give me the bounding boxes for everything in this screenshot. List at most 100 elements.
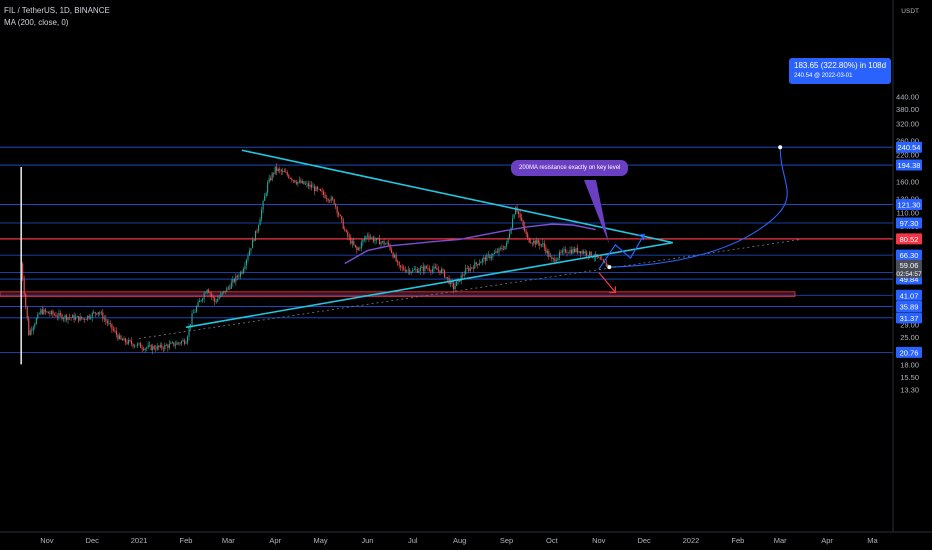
level-price-label: 31.37	[900, 314, 919, 323]
candle-body	[144, 348, 146, 350]
candle-body	[561, 250, 564, 253]
candle-body	[525, 231, 527, 234]
candle-body	[189, 324, 192, 328]
candle-body	[84, 318, 86, 320]
candle-body	[496, 251, 498, 253]
candle-body	[406, 270, 408, 272]
candle-body	[140, 343, 142, 348]
candle-body	[245, 259, 248, 266]
candle-body	[286, 172, 288, 176]
candle-body	[530, 242, 532, 244]
candle-body	[472, 267, 474, 269]
candle-body	[130, 341, 133, 344]
candle-body	[268, 178, 270, 183]
candle-body	[536, 240, 538, 245]
candle-body	[451, 280, 453, 284]
candle-body	[22, 263, 24, 280]
candle-body	[380, 242, 382, 245]
candle-body	[279, 168, 281, 170]
candle-body	[515, 207, 517, 215]
candle-body	[161, 344, 163, 349]
candle-body	[560, 252, 562, 253]
trendlines	[139, 149, 802, 339]
candle-body	[49, 313, 51, 314]
level-price-tag	[896, 249, 922, 261]
candle-body	[460, 275, 462, 282]
candle-body	[253, 239, 255, 241]
annotation-pointer	[584, 180, 609, 244]
candle-body	[212, 296, 214, 298]
candle-body	[490, 256, 492, 259]
candle-body	[238, 276, 240, 278]
candle-body	[554, 258, 556, 262]
candle-body	[220, 293, 222, 298]
candle-body	[394, 255, 396, 258]
candle-body	[28, 318, 30, 336]
horizontal-levels	[0, 146, 893, 353]
candle-body	[392, 252, 394, 258]
candle-body	[215, 301, 217, 303]
price-axis[interactable]: 440.00380.00320.00260.00220.00160.00130.…	[892, 0, 932, 550]
time-tick-label: Ma	[867, 536, 878, 545]
candle-body	[412, 269, 414, 272]
candle-body	[332, 197, 334, 200]
candle-body	[378, 238, 381, 245]
candle-body	[447, 277, 449, 279]
candle-body	[318, 188, 320, 190]
candle-body	[589, 251, 591, 257]
candle-body	[528, 237, 530, 243]
level-price-tag	[896, 346, 922, 358]
candle-body	[191, 313, 193, 325]
candle-body	[574, 249, 576, 253]
price-tick-label: 25.00	[900, 333, 919, 342]
candle-body	[152, 346, 154, 351]
candle-body	[462, 275, 464, 277]
candle-body	[306, 183, 308, 185]
time-tick-label: 2022	[683, 536, 700, 545]
candle-body	[351, 241, 353, 244]
candle-body	[135, 345, 137, 347]
symbol-legend: FIL / TetherUS, 1D, BINANCE	[4, 6, 110, 15]
candle-body	[478, 263, 480, 266]
candle-body	[199, 300, 201, 303]
candle-body	[389, 244, 391, 250]
candle-body	[548, 251, 550, 257]
candle-body	[118, 335, 120, 340]
candle-body	[301, 181, 303, 183]
candle-body	[359, 247, 361, 249]
time-tick-label: Jul	[408, 536, 418, 545]
time-axis[interactable]: Nov Dec 2021 Feb Mar Apr May Jun Jul Aug Sep Oct Nov…	[0, 531, 932, 550]
candle-body	[52, 311, 54, 315]
candle-body	[264, 196, 266, 201]
candle-body	[153, 346, 155, 349]
candle-body	[350, 237, 352, 244]
candle-body	[55, 314, 57, 317]
support-zone	[0, 291, 796, 297]
candle-body	[65, 315, 68, 320]
candle-body	[607, 264, 609, 267]
candle-body	[431, 269, 433, 272]
candle-body	[330, 197, 332, 202]
price-tick-label: 220.00	[896, 151, 919, 160]
bull-path	[598, 234, 645, 270]
time-tick-label: Mar	[222, 536, 235, 545]
candle-body	[605, 263, 607, 267]
candle-body	[96, 313, 98, 315]
candle-body	[192, 312, 195, 314]
candle-body	[587, 255, 589, 257]
candle-body	[578, 251, 580, 253]
projection	[584, 145, 788, 293]
candle-body	[271, 173, 273, 180]
candle-body	[248, 250, 251, 256]
candle-body	[551, 256, 553, 259]
candle-body	[288, 175, 290, 179]
time-tick-label: Nov	[40, 536, 54, 545]
candle-body	[93, 312, 95, 313]
candle-body	[265, 192, 267, 197]
candle-body	[179, 343, 181, 344]
candle-body	[267, 182, 269, 193]
projection-callout-line1: 183.65 (322.80%) in 108d	[794, 61, 887, 70]
candle-body	[127, 340, 130, 344]
candle-body	[469, 267, 471, 271]
